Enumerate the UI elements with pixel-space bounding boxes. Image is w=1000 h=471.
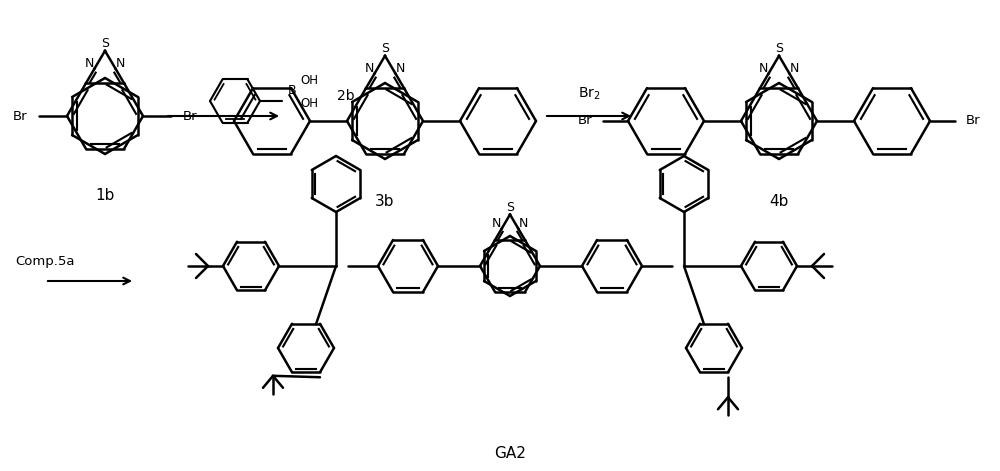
Text: OH: OH — [300, 74, 318, 88]
Text: N: N — [492, 217, 501, 230]
Text: N: N — [396, 62, 405, 75]
Text: Br: Br — [183, 109, 198, 122]
Text: S: S — [506, 201, 514, 214]
Text: S: S — [775, 42, 783, 55]
Text: B: B — [288, 84, 297, 97]
Text: Br: Br — [12, 109, 27, 122]
Text: N: N — [365, 62, 374, 75]
Text: N: N — [85, 57, 94, 70]
Text: N: N — [116, 57, 125, 70]
Text: S: S — [101, 37, 109, 50]
Text: 3b: 3b — [375, 194, 395, 209]
Text: OH: OH — [300, 97, 318, 111]
Text: GA2: GA2 — [494, 446, 526, 461]
Text: Br: Br — [966, 114, 981, 128]
Text: Comp.5a: Comp.5a — [15, 254, 74, 268]
Text: Br: Br — [577, 114, 592, 128]
Text: N: N — [759, 62, 768, 75]
Text: 2b: 2b — [337, 89, 355, 103]
Text: 4b: 4b — [769, 194, 789, 209]
Text: 1b: 1b — [95, 188, 115, 203]
Text: N: N — [519, 217, 528, 230]
Text: Br$_2$: Br$_2$ — [578, 86, 600, 102]
Text: N: N — [790, 62, 799, 75]
Text: S: S — [381, 42, 389, 55]
